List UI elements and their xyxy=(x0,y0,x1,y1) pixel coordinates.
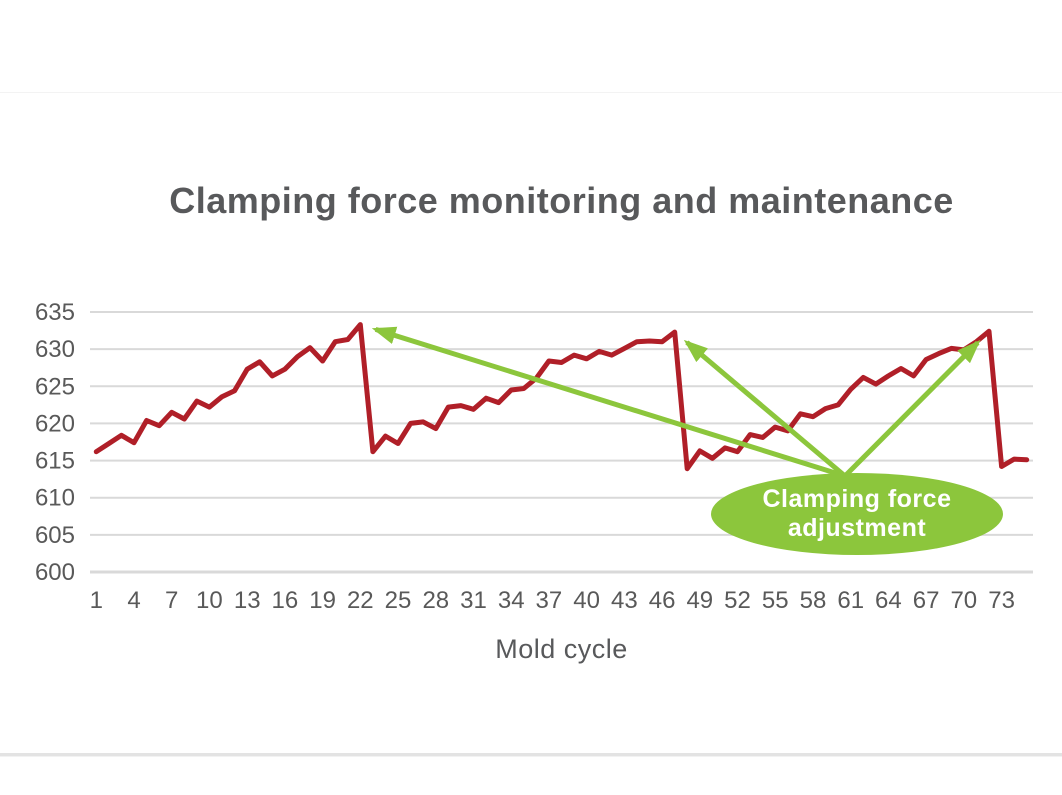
x-tick-label: 61 xyxy=(837,587,864,614)
x-tick-label: 70 xyxy=(950,587,977,614)
chart-title: Clamping force monitoring and maintenanc… xyxy=(169,180,954,221)
adjustment-arrow xyxy=(843,339,981,478)
x-tick-label: 13 xyxy=(234,587,261,614)
x-tick-label: 58 xyxy=(800,587,827,614)
x-tick-label: 37 xyxy=(536,587,563,614)
x-tick-label: 10 xyxy=(196,587,223,614)
y-tick-label: 625 xyxy=(35,373,75,400)
x-tick-label: 4 xyxy=(127,587,140,614)
x-tick-label: 19 xyxy=(309,587,336,614)
x-tick-label: 40 xyxy=(573,587,600,614)
y-tick-label: 635 xyxy=(35,299,75,326)
x-axis-title: Mold cycle xyxy=(495,634,628,664)
x-tick-label: 7 xyxy=(165,587,178,614)
x-tick-label: 1 xyxy=(90,587,103,614)
slide-top-edge xyxy=(0,92,1062,93)
x-tick-label: 43 xyxy=(611,587,638,614)
x-tick-label: 34 xyxy=(498,587,525,614)
x-tick-label: 52 xyxy=(724,587,751,614)
y-tick-label: 615 xyxy=(35,448,75,475)
y-tick-label: 620 xyxy=(35,410,75,437)
x-tick-label: 73 xyxy=(988,587,1015,614)
y-tick-label: 605 xyxy=(35,522,75,549)
adjustment-arrow xyxy=(683,339,847,478)
y-tick-label: 630 xyxy=(35,336,75,363)
y-tick-label: 610 xyxy=(35,485,75,512)
x-tick-label: 67 xyxy=(913,587,940,614)
adjustment-arrow xyxy=(371,326,846,479)
annotation-ellipse xyxy=(711,473,1003,555)
y-tick-label: 600 xyxy=(35,559,75,586)
x-tick-label: 55 xyxy=(762,587,789,614)
x-tick-label: 31 xyxy=(460,587,487,614)
x-tick-label: 28 xyxy=(422,587,449,614)
x-tick-label: 22 xyxy=(347,587,374,614)
x-tick-label: 49 xyxy=(686,587,713,614)
annotation-label: Clamping force adjustment xyxy=(762,485,952,542)
x-tick-label: 25 xyxy=(385,587,412,614)
slide-bottom-edge xyxy=(0,753,1062,757)
x-tick-label: 64 xyxy=(875,587,902,614)
x-tick-label: 16 xyxy=(272,587,299,614)
x-tick-label: 46 xyxy=(649,587,676,614)
clamping-force-line xyxy=(93,322,1030,472)
